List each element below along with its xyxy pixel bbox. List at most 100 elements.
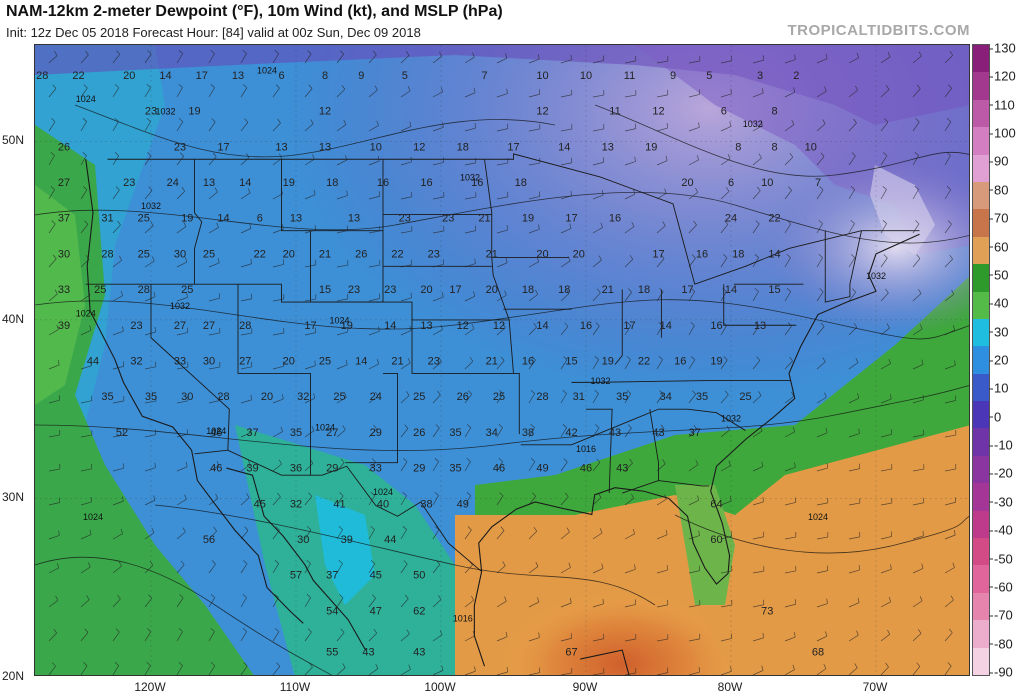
wind-barb [336,667,346,675]
wind-barb [144,665,151,675]
dewpoint-value: 34 [660,391,672,403]
wind-barb-flag [276,662,281,667]
wind-barb [784,502,796,506]
wind-barb [304,158,315,166]
wind-barb-flag [693,220,697,226]
dewpoint-value: 13 [275,141,287,153]
dewpoint-value: 26 [413,427,425,439]
weather-map: 28 22 20 14 17 13 6 8 9 5 7 10 10 11 9 5 3 2 23 19 12 12 11 12 6… [34,44,970,676]
latitude-label: 40N [2,311,25,326]
wind-barb-flag [150,221,154,226]
wind-barb [912,223,920,234]
wind-barb [112,121,119,132]
dewpoint-value: 47 [370,605,382,617]
wind-barb [176,366,188,370]
wind-barb-flag [786,288,791,292]
wind-barb [112,631,120,642]
wind-barb [880,666,889,675]
wind-barb [944,329,955,336]
wind-barb [208,87,215,98]
wind-barb-flag [52,254,57,259]
wind-barb-flag [595,424,600,429]
wind-barb-flag [185,257,188,263]
wind-barb [304,666,313,675]
wind-barb [208,121,216,132]
wind-barb [336,396,347,404]
wind-barb [240,464,251,472]
wind-barb [176,631,183,642]
wind-barb [304,563,311,574]
dewpoint-value: 25 [319,356,331,368]
dewpoint-value: 56 [203,534,215,546]
wind-barb [272,463,282,472]
wind-barb [432,126,444,132]
dewpoint-value: 29 [370,427,382,439]
wind-barb [816,123,826,132]
wind-barb-flag [730,666,732,672]
dewpoint-value: 46 [210,427,222,439]
wind-barb [560,326,569,336]
wind-barb-flag [341,84,346,90]
isobar-label: 1032 [590,376,610,386]
wind-barb [496,162,508,166]
wind-barb-flag [307,50,312,55]
wind-barb-flag [210,628,215,632]
wind-barb [560,531,570,540]
isobar-label: 1032 [460,173,480,183]
wind-barb [528,326,537,336]
wind-barb-flag [471,323,475,329]
wind-barb [240,298,252,302]
dewpoint-value: 19 [522,213,534,225]
wind-barb-flag [594,390,599,394]
dewpoint-value: 6 [721,106,727,118]
wind-barb [48,223,56,234]
latitude-label: 50N [2,133,25,148]
wind-barb [208,563,216,574]
dewpoint-value: 23 [174,141,186,153]
wind-barb-flag [658,322,663,326]
wind-barb [368,396,378,404]
dewpoint-value: 19 [645,141,657,153]
colorbar-segment [973,181,989,210]
wind-barb [560,602,572,608]
wind-barb [656,604,668,608]
dewpoint-value: 30 [174,248,186,260]
wind-barb [496,327,506,336]
dewpoint-value: 23 [348,284,360,296]
dewpoint-value: 30 [58,248,70,260]
wind-barb [624,393,632,404]
wind-barb-flag [626,322,632,326]
wind-barb-flag [857,393,860,399]
wind-barb [112,87,120,98]
dewpoint-value: 23 [145,106,157,118]
dewpoint-value: 3 [757,70,763,82]
wind-barb-flag [822,119,826,124]
wind-barb-flag [758,391,762,396]
dewpoint-value: 20 [420,284,432,296]
wind-barb-flag [789,152,794,158]
wind-barb-flag [306,594,311,598]
wind-barb [432,634,443,642]
dewpoint-value: 30 [181,391,193,403]
wind-barb [176,466,188,472]
wind-barb [80,294,91,302]
wind-barb [176,665,183,675]
wind-barb [368,529,375,540]
wind-barb-flag [82,152,87,156]
wind-barb-flag [755,220,760,225]
wind-barb-flag [761,665,764,671]
dewpoint-value: 8 [771,141,777,153]
colorbar-tick-label: -40 [989,522,1013,538]
wind-barb [720,325,727,336]
wind-barb [592,161,604,166]
wind-barb-flag [54,51,58,56]
wind-barb [208,665,216,675]
dewpoint-value: 23 [384,284,396,296]
wind-barb [336,632,345,642]
wind-barb-flag [953,530,956,536]
wind-barb-flag [948,628,953,634]
wind-barb [208,262,220,268]
wind-barb [272,53,280,64]
dewpoint-value: 19 [710,356,722,368]
wind-barb [688,159,699,166]
